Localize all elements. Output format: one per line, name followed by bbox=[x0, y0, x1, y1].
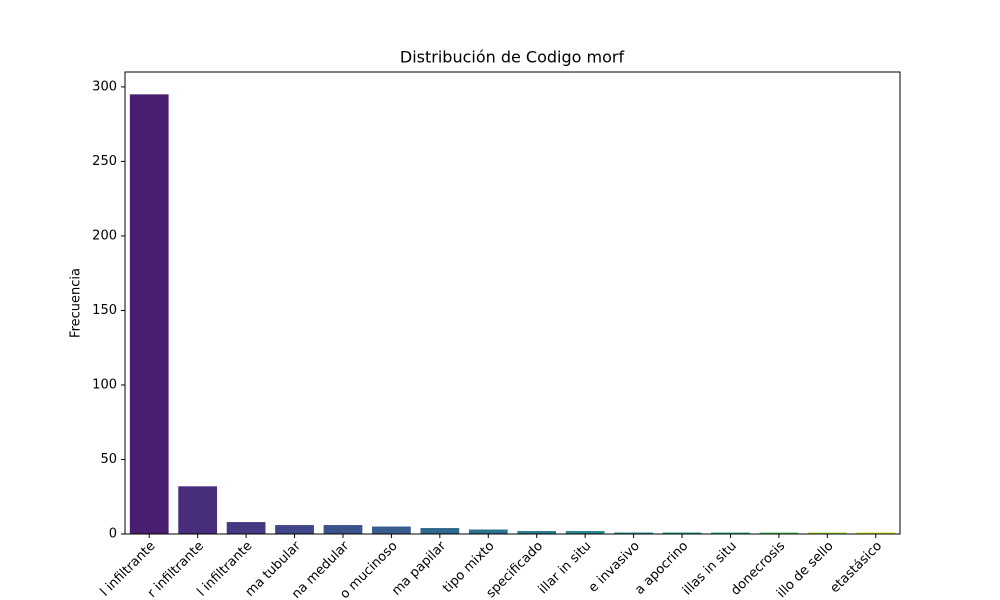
y-tick-label: 300 bbox=[92, 79, 117, 94]
y-tick-label: 150 bbox=[92, 303, 117, 318]
y-tick-label: 100 bbox=[92, 377, 117, 392]
bar bbox=[662, 532, 702, 534]
bar bbox=[178, 486, 218, 534]
x-tick-label: illar in situ bbox=[536, 539, 595, 598]
y-tick-label: 250 bbox=[92, 154, 117, 169]
bar bbox=[759, 532, 799, 534]
x-tick-label: etastásico bbox=[828, 539, 886, 597]
bar bbox=[711, 532, 750, 534]
bar bbox=[129, 94, 169, 535]
y-axis-label: Frecuencia bbox=[69, 268, 84, 338]
bar bbox=[614, 532, 653, 534]
bar bbox=[517, 531, 557, 534]
bar bbox=[420, 528, 460, 534]
bar bbox=[323, 525, 363, 534]
axes-frame bbox=[124, 71, 901, 535]
y-tick-label: 50 bbox=[100, 452, 117, 467]
bar bbox=[372, 526, 411, 534]
bar bbox=[275, 525, 314, 534]
bar bbox=[807, 532, 847, 534]
bar bbox=[856, 532, 896, 534]
plot-area bbox=[129, 94, 896, 535]
bar bbox=[226, 522, 266, 534]
y-tick-label: 200 bbox=[92, 228, 117, 243]
bar bbox=[468, 529, 508, 534]
bar bbox=[565, 531, 605, 534]
chart-title: Distribución de Codigo morf bbox=[400, 48, 625, 67]
y-tick-label: 0 bbox=[109, 527, 117, 542]
